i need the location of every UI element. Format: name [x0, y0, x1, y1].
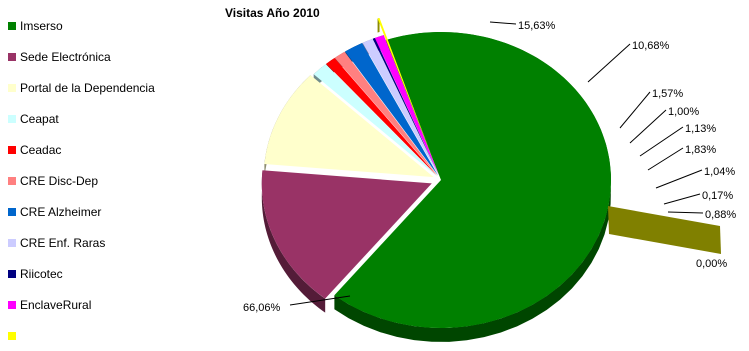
pie-slice	[264, 75, 434, 178]
data-label: 1,13%	[685, 123, 716, 135]
legend-label: Riicotec	[20, 266, 63, 281]
leader-line	[655, 169, 703, 189]
leader-line	[587, 43, 631, 83]
pie-slice-zero	[608, 206, 721, 254]
legend-swatch	[8, 207, 16, 216]
legend-label: Portal de la Dependencia	[20, 80, 155, 95]
data-label: 15,63%	[518, 20, 556, 32]
legend-swatch	[8, 52, 16, 61]
legend-item: EnclaveRural	[8, 289, 223, 320]
leader-line	[619, 91, 651, 129]
leader-line	[629, 109, 667, 144]
data-label: 0,00%	[696, 258, 727, 270]
pie-slice	[372, 38, 439, 176]
legend: Imserso Sede Electrónica Portal de la Depe…	[8, 10, 223, 351]
legend-swatch	[8, 176, 16, 185]
pie-slice	[334, 51, 438, 176]
pie-slice	[334, 31, 611, 328]
legend-label: Ceapat	[20, 111, 59, 126]
leader-line	[639, 126, 684, 157]
legend-item: CRE Disc-Dep	[8, 165, 223, 196]
legend-item: Sede Electrónica	[8, 41, 223, 72]
leader-line	[663, 193, 701, 205]
legend-label: CRE Alzheimer	[20, 204, 102, 219]
legend-swatch	[8, 300, 16, 309]
legend-swatch	[8, 145, 16, 154]
legend-label: EnclaveRural	[20, 297, 92, 312]
pie-slice	[345, 43, 439, 176]
leader-line	[647, 147, 684, 171]
legend-swatch	[8, 238, 16, 247]
data-label: 1,83%	[685, 144, 716, 156]
leader-line	[489, 21, 517, 25]
legend-item: Ceapat	[8, 103, 223, 134]
pie-slice	[326, 58, 438, 176]
data-label: 1,04%	[704, 166, 735, 178]
data-label: 0,88%	[705, 209, 736, 221]
legend-label: Imserso	[20, 18, 63, 33]
legend-item: Ceadac	[8, 134, 223, 165]
pie-slice	[261, 170, 432, 299]
data-label: 1,57%	[652, 88, 683, 100]
legend-label: CRE Enf. Raras	[20, 235, 106, 250]
legend-swatch	[8, 114, 16, 123]
legend-item: CRE Alzheimer	[8, 196, 223, 227]
legend-item: Portal de la Dependencia	[8, 72, 223, 103]
data-label: 0,17%	[702, 190, 733, 202]
legend-item: CRE Enf. Raras	[8, 227, 223, 258]
pie-slice	[362, 38, 439, 176]
pie-slice	[374, 35, 439, 176]
data-label: 66,06%	[243, 302, 281, 314]
legend-swatch	[8, 269, 16, 278]
pie-slice	[313, 64, 437, 177]
legend-item: Riicotec	[8, 258, 223, 289]
data-label: 1,00%	[668, 106, 699, 118]
chart-title: Visitas Año 2010	[225, 6, 320, 20]
data-label: 10,68%	[632, 40, 670, 52]
pie-slice	[377, 17, 433, 159]
legend-label: Ceadac	[20, 142, 62, 157]
legend-swatch	[8, 83, 16, 92]
legend-item: Imserso	[8, 10, 223, 41]
leader-line	[289, 295, 351, 306]
legend-item	[8, 320, 223, 351]
legend-label: Sede Electrónica	[20, 49, 111, 64]
pie-slice-side	[261, 170, 326, 313]
legend-swatch	[8, 21, 16, 30]
legend-label: CRE Disc-Dep	[20, 173, 99, 188]
legend-swatch	[8, 331, 16, 340]
leader-line	[667, 211, 704, 214]
